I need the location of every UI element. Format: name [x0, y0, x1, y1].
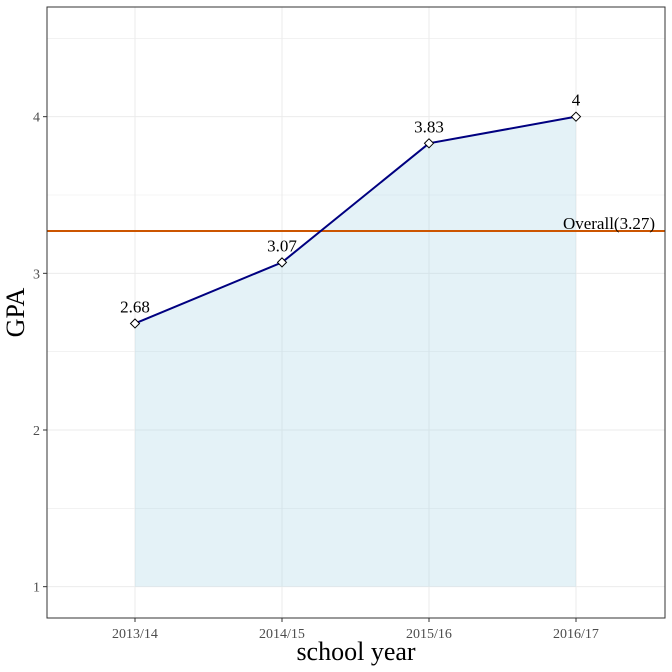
data-point [423, 138, 435, 149]
data-point [276, 257, 288, 268]
y-tick-label: 1 [33, 581, 40, 596]
data-label: 4 [572, 91, 581, 110]
y-tick-label: 4 [33, 111, 40, 126]
y-tick-label: 3 [33, 267, 40, 282]
gpa-series-line [134, 115, 577, 325]
x-tick-label: 2013/14 [112, 627, 158, 642]
y-axis-title: GPA [1, 287, 30, 337]
x-axis-title: school year [296, 637, 415, 666]
x-tick-label: 2015/16 [406, 627, 452, 642]
y-axis-ticks: 1 2 3 4 [33, 111, 47, 596]
gridlines [47, 7, 665, 618]
data-label: 2.68 [120, 297, 150, 316]
data-labels: 2.68 3.07 3.83 4 [120, 91, 581, 317]
panel-border [46, 6, 666, 619]
data-points [129, 111, 582, 329]
x-tick-label: 2014/15 [259, 627, 305, 642]
x-axis-ticks: 2013/14 2014/15 2015/16 2016/17 [112, 618, 599, 642]
data-point [570, 111, 582, 122]
data-label: 3.07 [267, 236, 297, 255]
x-tick-label: 2016/17 [553, 627, 599, 642]
area-fill [135, 116, 576, 587]
data-point [129, 318, 141, 329]
overall-reference-label: Overall(3.27) [563, 214, 655, 233]
data-label: 3.83 [414, 117, 444, 136]
y-tick-label: 2 [33, 424, 40, 439]
